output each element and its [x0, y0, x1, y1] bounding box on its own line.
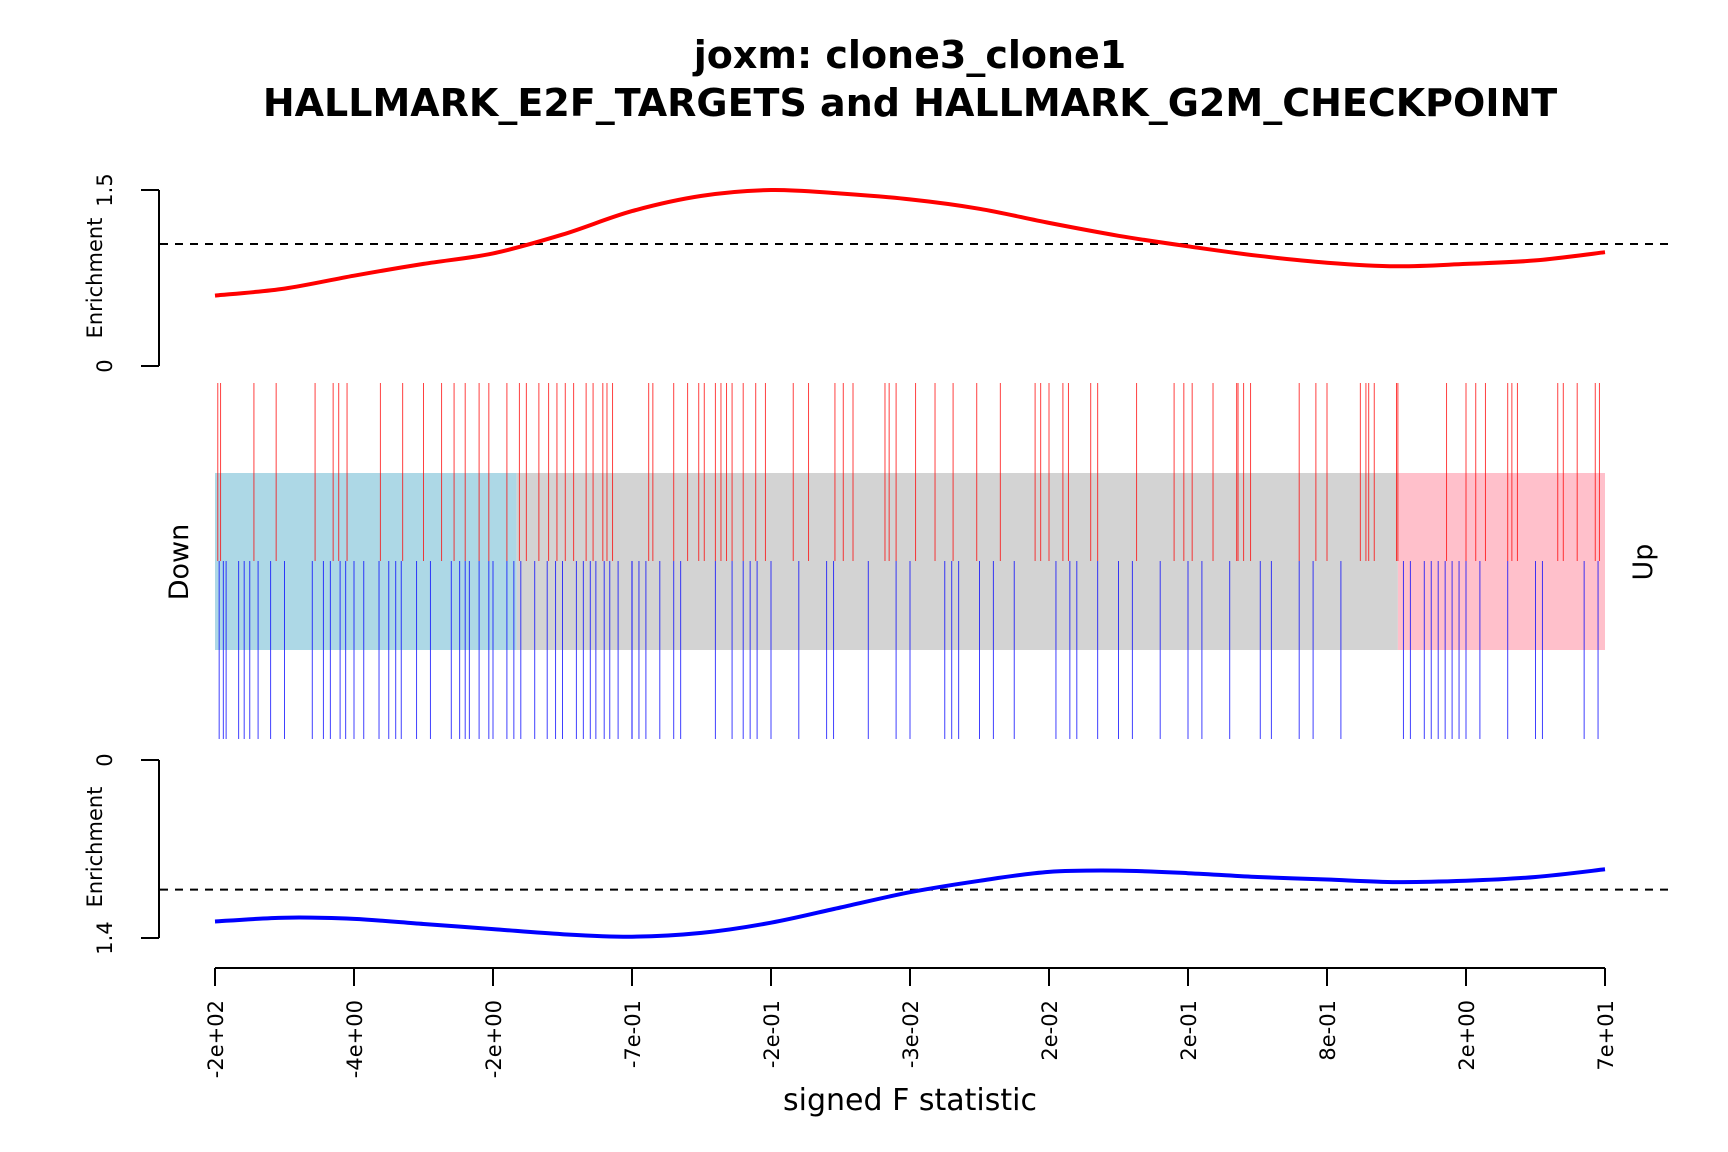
top-enrichment-curve	[214, 187, 1606, 298]
x-tick-label: -2e+02	[204, 1000, 228, 1078]
x-tick-label: -2e+00	[482, 1000, 506, 1078]
bottom-y-tick-label-0: 0	[93, 753, 117, 766]
top-y-axis-label: Enrichment	[83, 218, 107, 339]
x-axis-title: signed F statistic	[783, 1083, 1037, 1118]
bottom-y-tick-label-1: 1.4	[93, 921, 117, 954]
top-y-tick-label-0: 0	[93, 359, 117, 372]
x-axis: -2e+02 -4e+00 -2e+00 -7e-01 -2e-01 -3e-02 2e-0…	[204, 967, 1618, 1078]
x-tick-label: 7e+01	[1594, 1000, 1618, 1071]
bottom-enrichment-curve	[214, 867, 1606, 939]
barcode-set1-bars	[217, 383, 1600, 561]
bottom-y-axis-label: Enrichment	[83, 787, 107, 908]
x-tick-label: -3e-02	[899, 1000, 923, 1068]
x-tick-label: -4e+00	[343, 1000, 367, 1078]
top-enrichment-panel: 0 1.5 Enrichment	[83, 173, 1668, 373]
x-tick-label: 2e-02	[1038, 1000, 1062, 1061]
x-tick-label: -2e-01	[760, 1000, 784, 1068]
up-label: Up	[1628, 544, 1659, 581]
chart-subtitle: HALLMARK_E2F_TARGETS and HALLMARK_G2M_CH…	[263, 81, 1557, 125]
down-label: Down	[164, 524, 195, 601]
chart-title: joxm: clone3_clone1	[692, 33, 1127, 77]
x-tick-label: 8e-01	[1316, 1000, 1340, 1061]
x-tick-label: 2e-01	[1177, 1000, 1201, 1061]
bottom-enrichment-panel: 0 1.4 Enrichment	[83, 753, 1668, 955]
barcode-region-down	[215, 473, 517, 650]
top-y-tick-label-1: 1.5	[93, 173, 117, 206]
x-axis-ticks: -2e+02 -4e+00 -2e+00 -7e-01 -2e-01 -3e-02 2e-0…	[204, 968, 1618, 1078]
barcode-area	[215, 383, 1605, 739]
x-tick-label: 2e+00	[1455, 1000, 1479, 1071]
barcode-region-up	[1397, 473, 1605, 650]
barcode-set2-bars	[218, 561, 1599, 739]
x-tick-label: -7e-01	[621, 1000, 645, 1068]
